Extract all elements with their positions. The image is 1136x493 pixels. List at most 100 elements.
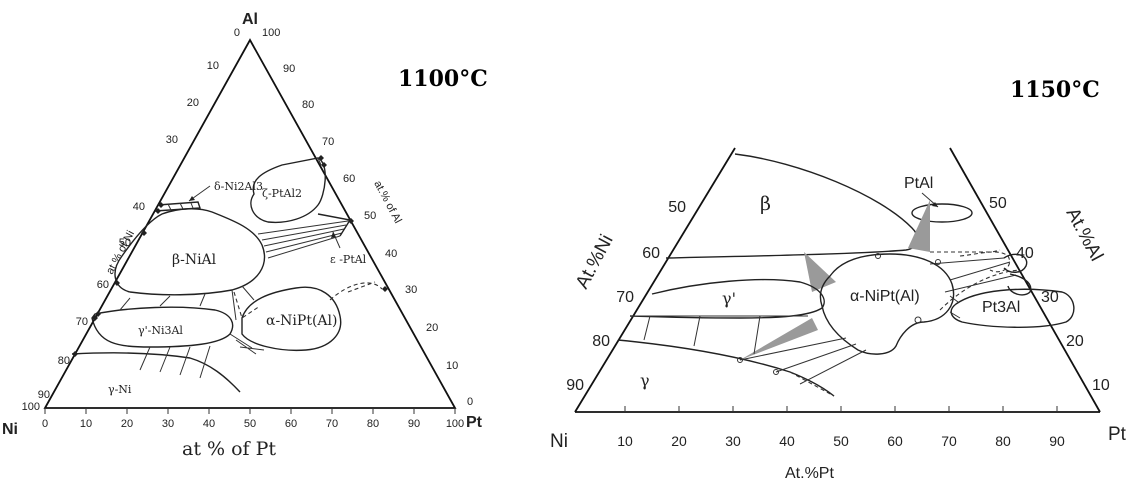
left-bottom-tick-50: 50 <box>244 418 256 430</box>
right-right-tick-40: 40 <box>1016 245 1034 262</box>
right-bottom-tick-40: 40 <box>779 433 795 449</box>
alpha-right-dot <box>935 259 941 265</box>
alpha-phase-label: α-NiPt(Al) <box>266 313 337 329</box>
left-edge-tick-80: 80 <box>58 355 70 367</box>
beta-phase-label-right: β <box>760 193 771 215</box>
zeta-phase-boundary <box>250 157 326 224</box>
left-axis-pt-label: at % of Pt <box>182 438 276 460</box>
left-edge-tick-90: 90 <box>38 389 50 401</box>
epsilon-phase-boundary <box>317 213 352 237</box>
right-axis-pt-label: At.%Pt <box>785 465 834 482</box>
gamma-phase-boundary <box>71 352 241 393</box>
alpha-pt3al-tie-lines <box>949 295 961 319</box>
ptal-region <box>911 203 973 223</box>
right-edge-tick-0: 0 <box>467 396 473 408</box>
alpha-junction-dot <box>914 316 922 324</box>
gammaprime-phase-label-right: γ' <box>722 289 736 308</box>
right-bottom-tick-50: 50 <box>833 433 849 449</box>
alpha-right-lines <box>929 257 1017 293</box>
right-edge-tick-90: 90 <box>283 63 295 75</box>
delta-tie-lines <box>167 202 194 211</box>
beta-gammaprime-tie-lines <box>119 293 206 311</box>
zeta-edge-connector <box>317 157 322 166</box>
right-bottom-tick-60: 60 <box>887 433 903 449</box>
right-right-tick-30: 30 <box>1041 289 1059 306</box>
beta-phase-label: β-NiAl <box>172 252 217 268</box>
left-bottom-tick-100: 100 <box>446 418 464 430</box>
left-edge-tick-100: 100 <box>22 401 40 413</box>
left-bottom-tick-40: 40 <box>203 418 215 430</box>
gamma-tie-dot-1 <box>737 357 743 363</box>
alpha-small-lobes <box>1003 253 1032 296</box>
ptal-leader-arrow <box>932 202 938 207</box>
left-bottom-tick-marks <box>44 408 456 414</box>
beta-ptal-alpha-triangle <box>908 200 930 252</box>
right-edge-tick-10: 10 <box>446 360 458 372</box>
gamma-phase-label: γ-Ni <box>108 383 132 396</box>
beta-alpha-dashed <box>233 291 261 319</box>
right-ternary-diagram: 10 20 30 40 50 60 70 80 90 50 60 70 80 9… <box>550 77 1127 482</box>
gamma-dashed-extension <box>789 371 835 397</box>
beta-region-boundary <box>665 153 919 259</box>
left-vertex-ni: Ni <box>2 421 18 438</box>
right-edge-tick-50: 50 <box>364 210 376 222</box>
right-edge-tick-70: 70 <box>322 136 334 148</box>
left-edge-tick-30: 30 <box>166 134 178 146</box>
left-edge-tick-0: 0 <box>234 27 240 39</box>
left-bottom-tick-60: 60 <box>285 418 297 430</box>
right-axis-ni-label: At.%Ni <box>572 231 618 292</box>
right-bottom-tick-marks <box>624 406 1058 412</box>
right-bottom-tick-70: 70 <box>941 433 957 449</box>
left-bottom-tick-20: 20 <box>121 418 133 430</box>
right-left-tick-50: 50 <box>668 199 686 216</box>
beta-alpha-connection <box>231 285 255 321</box>
gamma-alpha-tie-lines <box>139 333 265 379</box>
left-bottom-tick-0: 0 <box>42 418 48 430</box>
beta-gammaprime-alpha-triangle <box>804 252 836 292</box>
delta-leader-arrow <box>189 196 195 201</box>
pt3al-phase-label: Pt3Al <box>982 299 1020 316</box>
right-right-tick-50: 50 <box>989 195 1007 212</box>
right-bottom-tick-10: 10 <box>617 433 633 449</box>
right-edge-tick-100: 100 <box>262 27 280 39</box>
left-bottom-tick-30: 30 <box>162 418 174 430</box>
zeta-phase-label: ζ-PtAl2 <box>262 187 302 200</box>
alpha-dashed-extension <box>329 281 383 301</box>
left-temperature-title: 1100°C <box>398 66 488 92</box>
delta-phase-label: δ-Ni2Al3 <box>214 180 263 193</box>
right-bottom-tick-30: 30 <box>725 433 741 449</box>
right-temperature-title: 1150°C <box>1010 77 1100 103</box>
alpha-top-dot <box>875 253 881 259</box>
right-axis-al-label: At.%Al <box>1062 204 1107 264</box>
gamma-phase-label-right: γ <box>640 371 650 390</box>
right-bottom-tick-20: 20 <box>671 433 687 449</box>
ptal-phase-label: PtAl <box>904 175 933 192</box>
left-vertex-pt: Pt <box>466 414 483 431</box>
left-edge-tick-70: 70 <box>76 316 88 328</box>
epsilon-leader-arrow <box>331 232 336 238</box>
left-bottom-tick-70: 70 <box>326 418 338 430</box>
right-left-tick-80: 80 <box>592 333 610 350</box>
gamma-tie-dot-2 <box>773 369 779 375</box>
right-edge-tick-30: 30 <box>405 284 417 296</box>
right-edge-tick-40: 40 <box>385 248 397 260</box>
right-left-tick-90: 90 <box>566 377 584 394</box>
left-edge-tick-60: 60 <box>97 279 109 291</box>
left-bottom-tick-90: 90 <box>408 418 420 430</box>
right-vertex-ni: Ni <box>550 431 568 452</box>
right-right-tick-10: 10 <box>1092 377 1110 394</box>
right-vertex-pt: Pt <box>1108 424 1127 445</box>
right-frame-left-edge <box>574 147 736 413</box>
left-edge-tick-20: 20 <box>187 97 199 109</box>
left-ternary-diagram: 0 10 20 30 40 50 60 70 80 90 100 0 10 20… <box>2 11 488 460</box>
left-apex-al: Al <box>242 11 258 28</box>
gammaprime-gamma-tie-lines <box>630 315 808 355</box>
gamma-upper-boundary <box>617 339 835 397</box>
right-edge-tick-80: 80 <box>302 99 314 111</box>
right-bottom-tick-80: 80 <box>995 433 1011 449</box>
alpha-phase-boundary <box>241 286 342 352</box>
left-bottom-tick-10: 10 <box>80 418 92 430</box>
beta-epsilon-tie-lines <box>257 220 349 259</box>
gamma-prime-phase-label: γ'-Ni3Al <box>138 324 183 337</box>
gamma-alpha-tie-lines <box>739 337 867 385</box>
